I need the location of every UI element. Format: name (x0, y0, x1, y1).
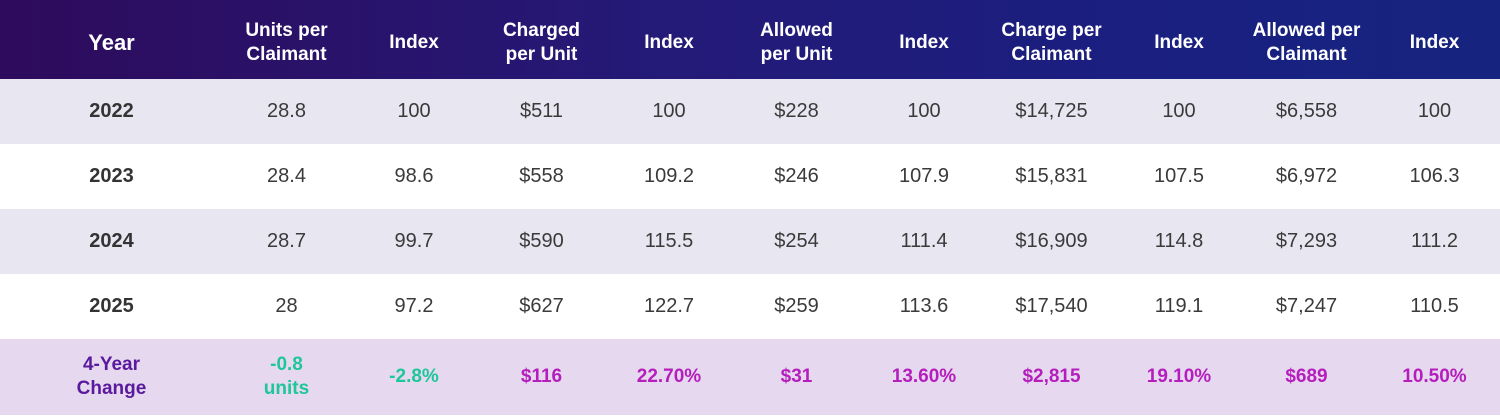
header-index: Index (1409, 31, 1460, 53)
table-cell: $14,725 (1015, 100, 1088, 122)
table-cell: 28.4 (267, 165, 306, 187)
table-cell: 111.2 (1410, 230, 1459, 252)
table-cell: 111.4 (900, 230, 948, 252)
change-cell: $31 (780, 366, 813, 387)
header-index: Index (644, 31, 694, 53)
table-cell: 28 (275, 295, 298, 317)
table-cell: 98.6 (394, 165, 434, 187)
change-label-line2: Change (76, 378, 147, 399)
change-label: 4-Year Change (0, 353, 223, 401)
table-cell: $15,831 (1015, 165, 1088, 187)
table-cell: 113.6 (899, 295, 949, 317)
header-year: Year (88, 29, 135, 55)
header-allowed-per-unit: Allowed per Unit (760, 19, 833, 65)
units-change-unit: units (263, 378, 310, 399)
table-cell: $254 (774, 230, 819, 252)
table-cell: 97.2 (394, 295, 434, 317)
table-cell: $6,972 (1275, 165, 1338, 187)
change-cell: 19.10% (1146, 366, 1212, 387)
table-row: 2022 28.8 100 $511 100 $228 100 $14,725 … (0, 79, 1500, 144)
change-cell: $689 (1285, 366, 1328, 387)
change-cell: -2.8% (389, 366, 439, 387)
table-cell: $228 (774, 100, 819, 122)
header-index: Index (389, 31, 439, 53)
header-charge-per-claimant: Charge per Claimant (1001, 19, 1102, 65)
table-cell: 109.2 (643, 165, 695, 187)
table-cell: $590 (519, 230, 564, 252)
table-cell: 110.5 (1410, 295, 1459, 317)
table-cell: 100 (1417, 100, 1452, 122)
table-cell: 122.7 (643, 295, 695, 317)
table-cell: $7,293 (1275, 230, 1338, 252)
year-cell: 2022 (89, 100, 134, 122)
table-cell: $558 (519, 165, 564, 187)
table-cell: $246 (774, 165, 819, 187)
year-cell: 2025 (89, 295, 134, 317)
table-cell: 100 (397, 100, 431, 122)
header-units-per-claimant: Units per Claimant (245, 19, 328, 65)
header-allowed-per-claimant: Allowed per Claimant (1252, 19, 1361, 65)
table-cell: 114.8 (1154, 230, 1204, 252)
change-cell: 22.70% (636, 366, 702, 387)
table-cell: 119.1 (1154, 295, 1204, 317)
table-cell: 106.3 (1409, 165, 1460, 187)
header-index: Index (1154, 31, 1204, 53)
table-cell: $16,909 (1015, 230, 1088, 252)
table-cell: $511 (519, 100, 563, 122)
four-year-change-row: 4-Year Change -0.8 units -2.8% $116 22.7… (0, 339, 1500, 415)
change-cell: 13.60% (891, 366, 957, 387)
year-cell: 2024 (89, 230, 134, 252)
table-row: 2025 28 97.2 $627 122.7 $259 113.6 $17,5… (0, 274, 1500, 339)
table-cell: 28.8 (267, 100, 306, 122)
table-cell: 99.7 (394, 230, 434, 252)
table-cell: 100 (907, 100, 941, 122)
table-cell: 107.5 (1153, 165, 1205, 187)
table-cell: 28.7 (267, 230, 306, 252)
table-cell: 107.9 (898, 165, 950, 187)
change-cell: 10.50% (1402, 366, 1467, 387)
table-cell: $7,247 (1275, 295, 1338, 317)
table-cell: $627 (519, 295, 564, 317)
table-cell: 115.5 (644, 230, 694, 252)
table-cell: $17,540 (1015, 295, 1088, 317)
table-row: 2024 28.7 99.7 $590 115.5 $254 111.4 $16… (0, 209, 1500, 274)
header-index: Index (899, 31, 949, 53)
change-cell: $2,815 (1022, 366, 1081, 387)
table-cell: 100 (1162, 100, 1196, 122)
year-cell: 2023 (89, 165, 134, 187)
units-change-value: -0.8 (270, 354, 303, 375)
units-change-cell: -0.8 units (223, 353, 350, 401)
table-header-row: Year Units per Claimant Index Charged pe… (0, 0, 1500, 79)
table-row: 2023 28.4 98.6 $558 109.2 $246 107.9 $15… (0, 144, 1500, 209)
change-label-line1: 4-Year (82, 354, 141, 375)
change-cell: $116 (520, 366, 563, 387)
table-cell: 100 (652, 100, 686, 122)
header-charged-per-unit: Charged per Unit (502, 19, 581, 65)
table-cell: $6,558 (1275, 100, 1338, 122)
table-cell: $259 (774, 295, 819, 317)
